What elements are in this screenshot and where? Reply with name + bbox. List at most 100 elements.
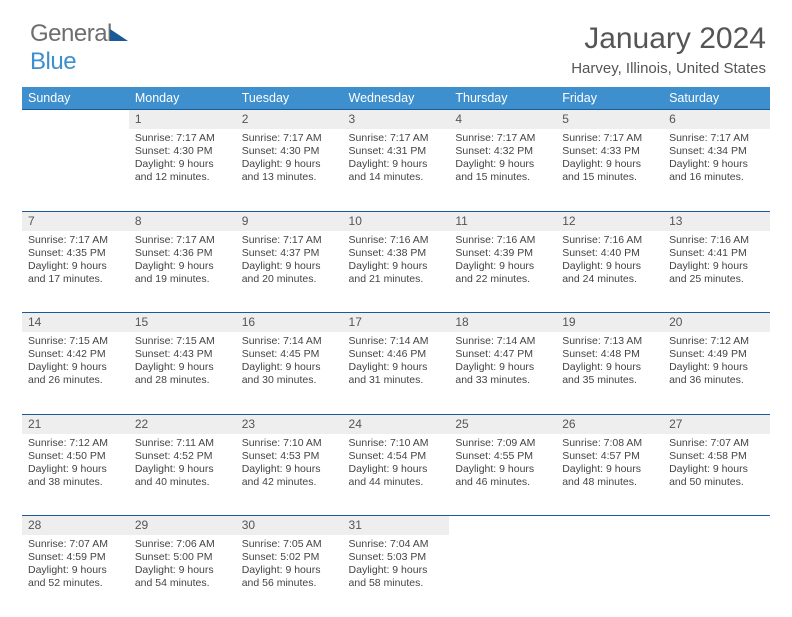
sunset-line: Sunset: 4:34 PM xyxy=(669,145,764,158)
day-cell: Sunrise: 7:11 AMSunset: 4:52 PMDaylight:… xyxy=(129,434,236,516)
day-content-row: Sunrise: 7:17 AM Sunset: 4:30 PM Daylight:… xyxy=(22,129,770,211)
day-cell: Sunrise: 7:17 AMSunset: 4:37 PMDaylight:… xyxy=(236,231,343,313)
daylight-line-2: and 30 minutes. xyxy=(242,374,337,387)
day-number-cell: 14 xyxy=(22,313,129,333)
daylight-line-1: Daylight: 9 hours xyxy=(562,158,657,171)
sunset-line: Sunset: 4:58 PM xyxy=(669,450,764,463)
day-number-cell: 29 xyxy=(129,516,236,536)
sunrise-line: Sunrise: 7:17 AM xyxy=(135,234,230,247)
day-cell: Sunrise: 7:09 AMSunset: 4:55 PMDaylight:… xyxy=(449,434,556,516)
daylight-line-1: Daylight: 9 hours xyxy=(135,158,230,171)
day-cell: Sunrise: 7:16 AMSunset: 4:41 PMDaylight:… xyxy=(663,231,770,313)
day-details: Sunrise: 7:12 AMSunset: 4:50 PMDaylight:… xyxy=(22,434,129,496)
day-cell: Sunrise: 7:06 AMSunset: 5:00 PMDaylight:… xyxy=(129,535,236,617)
day-cell: Sunrise: 7:15 AMSunset: 4:43 PMDaylight:… xyxy=(129,332,236,414)
sunset-line: Sunset: 4:55 PM xyxy=(455,450,550,463)
sunset-line: Sunset: 4:31 PM xyxy=(349,145,444,158)
sunrise-line: Sunrise: 7:17 AM xyxy=(455,132,550,145)
sunrise-line: Sunrise: 7:16 AM xyxy=(349,234,444,247)
sunrise-line: Sunrise: 7:16 AM xyxy=(455,234,550,247)
daylight-line-1: Daylight: 9 hours xyxy=(28,361,123,374)
day-details: Sunrise: 7:08 AMSunset: 4:57 PMDaylight:… xyxy=(556,434,663,496)
day-number-row: 21222324252627 xyxy=(22,414,770,434)
day-details: Sunrise: 7:05 AMSunset: 5:02 PMDaylight:… xyxy=(236,535,343,597)
day-number-cell: 12 xyxy=(556,211,663,231)
sunset-line: Sunset: 4:40 PM xyxy=(562,247,657,260)
day-cell: Sunrise: 7:07 AMSunset: 4:58 PMDaylight:… xyxy=(663,434,770,516)
sunrise-line: Sunrise: 7:12 AM xyxy=(669,335,764,348)
daylight-line-2: and 56 minutes. xyxy=(242,577,337,590)
daylight-line-2: and 54 minutes. xyxy=(135,577,230,590)
day-cell: Sunrise: 7:07 AMSunset: 4:59 PMDaylight:… xyxy=(22,535,129,617)
sunrise-line: Sunrise: 7:11 AM xyxy=(135,437,230,450)
day-number-cell: 30 xyxy=(236,516,343,536)
sunrise-line: Sunrise: 7:08 AM xyxy=(562,437,657,450)
day-content-row: Sunrise: 7:15 AMSunset: 4:42 PMDaylight:… xyxy=(22,332,770,414)
sunrise-line: Sunrise: 7:05 AM xyxy=(242,538,337,551)
daylight-line-2: and 31 minutes. xyxy=(349,374,444,387)
sunset-line: Sunset: 4:59 PM xyxy=(28,551,123,564)
day-number-cell: 5 xyxy=(556,110,663,130)
daylight-line-1: Daylight: 9 hours xyxy=(669,158,764,171)
daylight-line-2: and 50 minutes. xyxy=(669,476,764,489)
sunset-line: Sunset: 4:54 PM xyxy=(349,450,444,463)
sunrise-line: Sunrise: 7:15 AM xyxy=(28,335,123,348)
day-details: Sunrise: 7:14 AMSunset: 4:47 PMDaylight:… xyxy=(449,332,556,394)
day-details: Sunrise: 7:15 AMSunset: 4:42 PMDaylight:… xyxy=(22,332,129,394)
day-number-cell: 1 xyxy=(129,110,236,130)
day-content-row: Sunrise: 7:12 AMSunset: 4:50 PMDaylight:… xyxy=(22,434,770,516)
day-details: Sunrise: 7:07 AMSunset: 4:59 PMDaylight:… xyxy=(22,535,129,597)
day-cell: Sunrise: 7:17 AMSunset: 4:32 PMDaylight:… xyxy=(449,129,556,211)
day-number-cell: 20 xyxy=(663,313,770,333)
day-number-cell: 8 xyxy=(129,211,236,231)
day-cell: Sunrise: 7:10 AMSunset: 4:53 PMDaylight:… xyxy=(236,434,343,516)
sunrise-line: Sunrise: 7:09 AM xyxy=(455,437,550,450)
day-details: Sunrise: 7:16 AMSunset: 4:38 PMDaylight:… xyxy=(343,231,450,293)
day-details: Sunrise: 7:17 AMSunset: 4:34 PMDaylight:… xyxy=(663,129,770,191)
daylight-line-1: Daylight: 9 hours xyxy=(28,463,123,476)
day-cell: Sunrise: 7:17 AMSunset: 4:30 PMDaylight:… xyxy=(129,129,236,211)
sunrise-line: Sunrise: 7:14 AM xyxy=(242,335,337,348)
day-details: Sunrise: 7:13 AMSunset: 4:48 PMDaylight:… xyxy=(556,332,663,394)
day-content-row: Sunrise: 7:07 AMSunset: 4:59 PMDaylight:… xyxy=(22,535,770,617)
day-details: Sunrise: 7:09 AMSunset: 4:55 PMDaylight:… xyxy=(449,434,556,496)
sunset-line: Sunset: 4:50 PM xyxy=(28,450,123,463)
sunrise-line: Sunrise: 7:16 AM xyxy=(669,234,764,247)
daylight-line-2: and 46 minutes. xyxy=(455,476,550,489)
sunset-line: Sunset: 4:57 PM xyxy=(562,450,657,463)
day-number-cell: 19 xyxy=(556,313,663,333)
daylight-line-1: Daylight: 9 hours xyxy=(455,361,550,374)
day-number-row: 28293031 xyxy=(22,516,770,536)
sunset-line: Sunset: 4:37 PM xyxy=(242,247,337,260)
sunrise-line: Sunrise: 7:14 AM xyxy=(455,335,550,348)
day-cell: Sunrise: 7:16 AMSunset: 4:38 PMDaylight:… xyxy=(343,231,450,313)
day-number-cell: 21 xyxy=(22,414,129,434)
sunset-line: Sunset: 4:46 PM xyxy=(349,348,444,361)
day-cell: Sunrise: 7:16 AMSunset: 4:39 PMDaylight:… xyxy=(449,231,556,313)
daylight-line-1: Daylight: 9 hours xyxy=(562,260,657,273)
daylight-line-1: Daylight: 9 hours xyxy=(562,361,657,374)
daylight-line-1: Daylight: 9 hours xyxy=(135,463,230,476)
sunset-line: Sunset: 4:30 PM xyxy=(242,145,337,158)
daylight-line-1: Daylight: 9 hours xyxy=(349,463,444,476)
day-number-cell: 4 xyxy=(449,110,556,130)
day-number-cell: 6 xyxy=(663,110,770,130)
daylight-line-2: and 48 minutes. xyxy=(562,476,657,489)
day-details: Sunrise: 7:10 AMSunset: 4:54 PMDaylight:… xyxy=(343,434,450,496)
day-details: Sunrise: 7:04 AMSunset: 5:03 PMDaylight:… xyxy=(343,535,450,597)
daylight-line-2: and 25 minutes. xyxy=(669,273,764,286)
daylight-line-1: Daylight: 9 hours xyxy=(669,463,764,476)
day-number-row: 14151617181920 xyxy=(22,313,770,333)
sunrise-line: Sunrise: 7:07 AM xyxy=(669,437,764,450)
weekday-header: Saturday xyxy=(663,87,770,110)
day-number-cell: 2 xyxy=(236,110,343,130)
day-cell: Sunrise: 7:17 AMSunset: 4:33 PMDaylight:… xyxy=(556,129,663,211)
day-number-cell: 15 xyxy=(129,313,236,333)
day-number-cell: 11 xyxy=(449,211,556,231)
daylight-line-1: Daylight: 9 hours xyxy=(135,361,230,374)
weekday-header-row: SundayMondayTuesdayWednesdayThursdayFrid… xyxy=(22,87,770,110)
daylight-line-2: and 19 minutes. xyxy=(135,273,230,286)
daylight-line-1: Daylight: 9 hours xyxy=(135,260,230,273)
day-details: Sunrise: 7:17 AMSunset: 4:36 PMDaylight:… xyxy=(129,231,236,293)
day-cell: Sunrise: 7:15 AMSunset: 4:42 PMDaylight:… xyxy=(22,332,129,414)
